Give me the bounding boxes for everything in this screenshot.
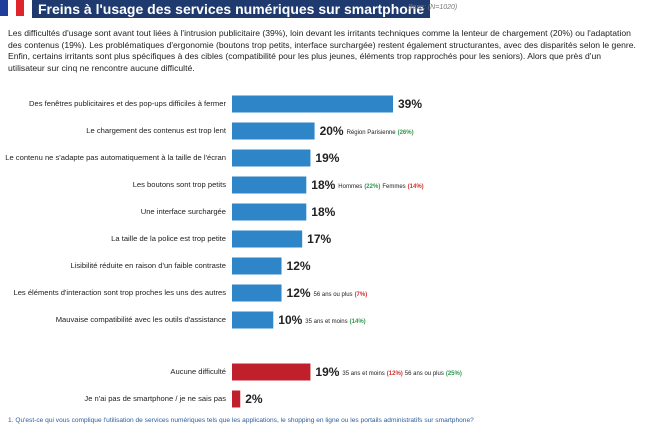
bar: [232, 149, 311, 167]
bar: [232, 284, 282, 302]
category-label: Mauvaise compatibilité avec les outils d…: [56, 315, 226, 324]
bar: [232, 230, 303, 248]
value-label: 12%: [287, 286, 311, 300]
annotation: 35 ans et moins (14%): [305, 319, 365, 325]
annotation: Hommes (22%) Femmes (14%): [338, 184, 423, 190]
bar: [232, 122, 315, 140]
annotation-part: (7%): [355, 292, 368, 298]
annotation-part: (12%): [387, 371, 403, 377]
category-label: Aucune difficulté: [170, 367, 226, 376]
bar: [232, 363, 311, 381]
category-label: Les boutons sont trop petits: [133, 180, 226, 189]
value-label: 19%: [315, 151, 339, 165]
value-label: 39%: [398, 97, 422, 111]
annotation-part: (25%): [446, 371, 462, 377]
bar: [232, 390, 241, 408]
value-label: 18%: [311, 178, 335, 192]
annotation-part: 56 ans ou plus: [405, 371, 444, 377]
category-label: Je n'ai pas de smartphone / je ne sais p…: [84, 394, 226, 403]
annotation: 35 ans et moins (12%) 56 ans ou plus (25%): [342, 371, 461, 377]
category-label: Une interface surchargée: [141, 207, 226, 216]
category-label: Des fenêtres publicitaires et des pop-up…: [29, 99, 226, 108]
annotation-part: Région Parisienne: [347, 130, 397, 136]
flag: [0, 0, 24, 16]
annotation-part: (14%): [408, 184, 424, 190]
annotation-part: Femmes: [382, 184, 405, 190]
annotation-part: (22%): [364, 184, 380, 190]
value-label: 12%: [287, 259, 311, 273]
bar: [232, 176, 307, 194]
annotation-part: (26%): [398, 130, 414, 136]
category-label: Lisibilité réduite en raison d'un faible…: [70, 261, 226, 270]
bar: [232, 311, 274, 329]
annotation: Région Parisienne (26%): [347, 130, 414, 136]
value-label: 19%: [315, 365, 339, 379]
value-label: 17%: [307, 232, 331, 246]
base: Base: (N=1020): [408, 4, 458, 11]
footnote: 1. Qu'est-ce qui vous complique l'utilis…: [8, 417, 474, 424]
value-label: 2%: [245, 392, 263, 406]
category-label: La taille de la police est trop petite: [111, 234, 226, 243]
category-label: Le contenu ne s'adapte pas automatiqueme…: [5, 153, 226, 162]
annotation-part: (14%): [350, 319, 366, 325]
annotation-part: 35 ans et moins: [305, 319, 347, 325]
intro-text: Les difficultés d'usage sont avant tout …: [8, 28, 636, 73]
chart: Des fenêtres publicitaires et des pop-up…: [5, 95, 462, 408]
annotation-part: Hommes: [338, 184, 362, 190]
category-label: Le chargement des contenus est trop lent: [86, 126, 227, 135]
title: Freins à l'usage des services numériques…: [32, 0, 431, 18]
bar: [232, 203, 307, 221]
value-label: 18%: [311, 205, 335, 219]
category-label: Les éléments d'interaction sont trop pro…: [13, 288, 226, 297]
annotation: 56 ans ou plus (7%): [314, 292, 368, 298]
value-label: 10%: [278, 313, 302, 327]
bar: [232, 95, 393, 113]
value-label: 20%: [320, 124, 344, 138]
bar: [232, 257, 282, 275]
annotation-part: 56 ans ou plus: [314, 292, 353, 298]
annotation-part: 35 ans et moins: [342, 371, 384, 377]
